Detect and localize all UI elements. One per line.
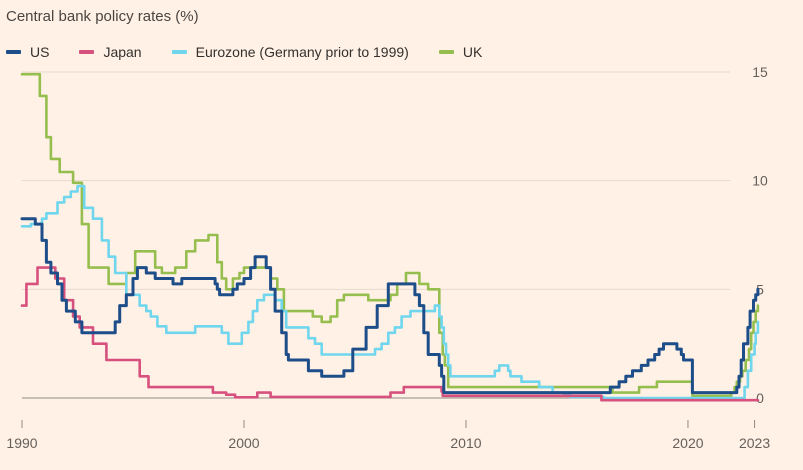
legend-label-uk: UK <box>462 44 483 60</box>
series-line-japan <box>20 266 760 402</box>
y-tick-label: 15 <box>752 64 768 80</box>
x-tick-label: 2023 <box>739 435 770 451</box>
legend: US Japan Eurozone (Germany prior to 1999… <box>6 44 512 60</box>
y-tick-label: 10 <box>752 173 768 189</box>
legend-swatch-uk <box>438 50 454 54</box>
legend-swatch-eurozone <box>171 50 187 54</box>
legend-label-eurozone: Eurozone (Germany prior to 1999) <box>195 44 409 60</box>
x-axis: 1990 2000 2010 2020 2023 <box>6 420 770 451</box>
legend-label-japan: Japan <box>103 44 142 60</box>
series-line-uk <box>20 72 760 398</box>
legend-item-uk: UK <box>438 44 483 60</box>
series-line-eurozone <box>20 184 760 400</box>
series-line-us <box>20 217 760 395</box>
y-axis: 0 5 10 15 <box>752 64 768 406</box>
legend-label-us: US <box>30 44 50 60</box>
series-lines <box>20 72 760 402</box>
legend-item-us: US <box>6 44 49 60</box>
legend-item-japan: Japan <box>79 44 142 60</box>
y-tick-label: 0 <box>756 390 764 406</box>
x-tick-label: 2020 <box>672 435 703 451</box>
x-tick-label: 2010 <box>450 435 481 451</box>
chart-title: Central bank policy rates (%) <box>6 8 199 25</box>
y-tick-label: 5 <box>756 281 764 297</box>
x-tick-label: 1990 <box>6 435 37 451</box>
legend-swatch-japan <box>79 50 95 54</box>
legend-swatch-us <box>6 50 21 54</box>
x-tick-label: 2000 <box>228 435 259 451</box>
legend-item-eurozone: Eurozone (Germany prior to 1999) <box>171 44 409 60</box>
